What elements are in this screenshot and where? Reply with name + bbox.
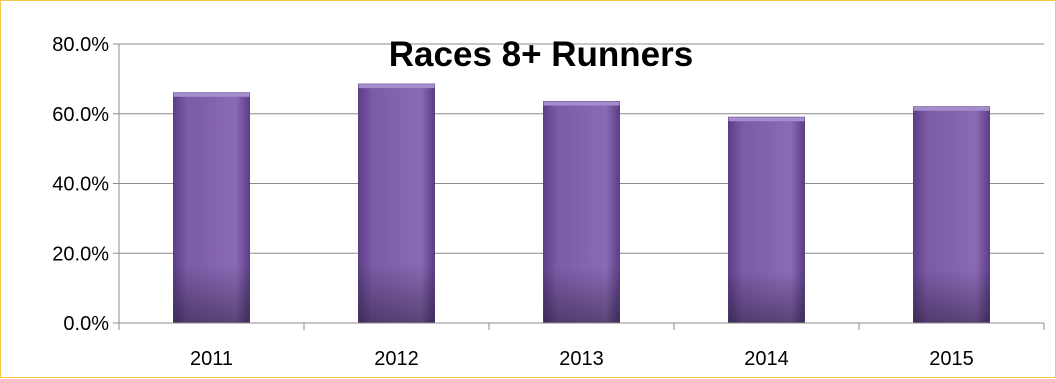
bar-top-highlight (173, 92, 250, 97)
bar-top-highlight (358, 84, 435, 89)
bars (173, 83, 990, 324)
bar-top-highlight (728, 117, 805, 122)
bar-top-highlight (543, 101, 620, 106)
axes: 0.0% 20.0% 40.0% 60.0% 80.0% 2011 2012 2013 2014… (52, 34, 1045, 370)
bar-top-highlight (913, 106, 990, 111)
bar-2015 (913, 106, 990, 324)
bar-2012 (358, 83, 435, 324)
y-tick-label: 20.0% (52, 243, 109, 265)
bar-shading (173, 92, 250, 323)
bar-2011 (173, 92, 250, 324)
y-tick-label: 0.0% (63, 313, 109, 335)
chart-title: Races 8+ Runners (389, 35, 693, 74)
bar-shading (543, 101, 620, 323)
bar-2013 (543, 101, 620, 324)
y-tick-label: 60.0% (52, 104, 109, 126)
bar-shading (913, 106, 990, 324)
x-tick-label: 2015 (929, 348, 974, 370)
y-tick-label: 40.0% (52, 174, 109, 196)
x-tick-label: 2011 (190, 348, 233, 370)
bar-2014 (728, 116, 805, 324)
x-tick-label: 2013 (559, 348, 604, 370)
y-tick-label: 80.0% (52, 34, 109, 56)
x-tick-label: 2012 (374, 348, 419, 370)
x-tick-label: 2014 (744, 348, 789, 370)
bar-shading (358, 84, 435, 323)
bar-shading (728, 117, 805, 323)
